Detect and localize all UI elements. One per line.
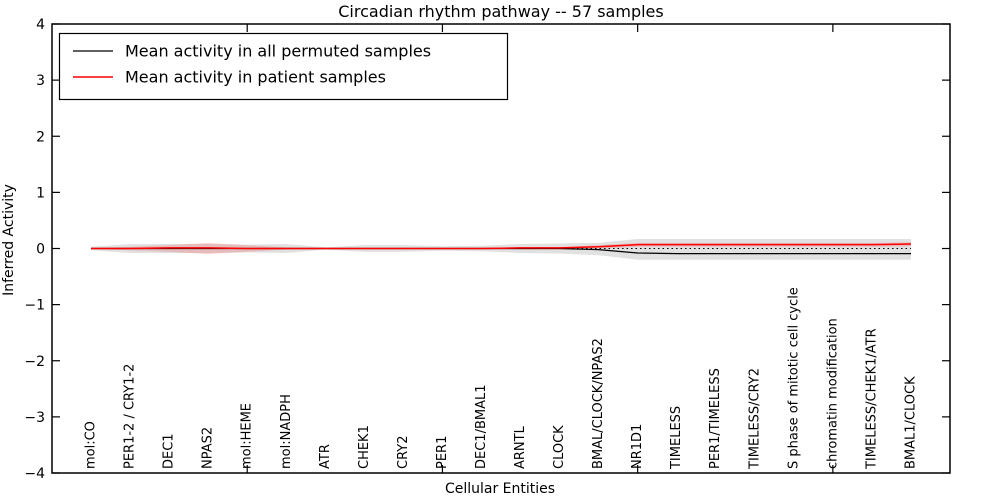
x-axis-label: Cellular Entities xyxy=(445,481,555,497)
y-axis-label: Inferred Activity xyxy=(1,184,17,296)
x-category-label: ATR xyxy=(318,444,333,469)
x-category-label: ARNTL xyxy=(513,425,528,469)
x-category-label: mol:HEME xyxy=(240,403,255,469)
x-category-label: PER1-2 / CRY1-2 xyxy=(123,364,138,469)
y-tick-label: 2 xyxy=(36,129,45,145)
x-category-label: BMAL1/CLOCK xyxy=(903,376,918,469)
x-category-label: PER1 xyxy=(435,436,450,469)
x-category-label: TIMELESS xyxy=(669,406,684,470)
y-tick-label: −1 xyxy=(24,298,45,314)
y-tick-label: 4 xyxy=(36,17,45,33)
y-tick-labels: −4 −3 −2 −1 0 1 2 3 4 xyxy=(24,17,45,482)
x-category-label: PER1/TIMELESS xyxy=(708,368,723,469)
patient-mean-line xyxy=(91,243,912,250)
x-category-label: CLOCK xyxy=(552,425,567,469)
legend-box xyxy=(58,32,509,101)
x-category-label: S phase of mitotic cell cycle xyxy=(786,287,801,469)
legend-label-patient-samples: Mean activity in patient samples xyxy=(125,68,386,87)
legend-label-permuted-samples: Mean activity in all permuted samples xyxy=(125,42,431,61)
x-category-labels: mol:CO PER1-2 / CRY1-2 DEC1 NPAS2 mol:HEME mo… xyxy=(84,287,919,470)
line-layer xyxy=(91,243,912,255)
x-category-label: BMAL/CLOCK/NPAS2 xyxy=(591,338,606,469)
x-category-label: mol:CO xyxy=(84,421,99,469)
x-category-label: TIMELESS/CHEK1/ATR xyxy=(864,328,879,470)
y-tick-label: −2 xyxy=(24,354,45,370)
y-tick-label: −4 xyxy=(24,466,45,482)
x-category-label: DEC1/BMAL1 xyxy=(474,385,489,470)
x-category-label: mol:NADPH xyxy=(279,394,294,469)
band-layer xyxy=(91,239,911,260)
x-category-label: TIMELESS/CRY2 xyxy=(747,368,762,470)
x-category-label: DEC1 xyxy=(162,433,177,469)
tick-layer xyxy=(52,23,950,474)
x-category-label: CHEK1 xyxy=(357,425,372,469)
y-tick-label: −3 xyxy=(24,410,45,426)
chart-title: Circadian rhythm pathway -- 57 samples xyxy=(338,2,663,21)
x-category-label: chromatin modification xyxy=(825,318,840,469)
legend: Mean activity in all permuted samples Me… xyxy=(58,32,509,101)
y-tick-label: 3 xyxy=(36,73,45,89)
y-tick-label: 1 xyxy=(36,185,45,201)
x-category-label: CRY2 xyxy=(396,436,411,470)
x-category-label: NR1D1 xyxy=(630,424,645,469)
y-tick-label: 0 xyxy=(36,242,45,258)
x-category-label: NPAS2 xyxy=(201,427,216,469)
